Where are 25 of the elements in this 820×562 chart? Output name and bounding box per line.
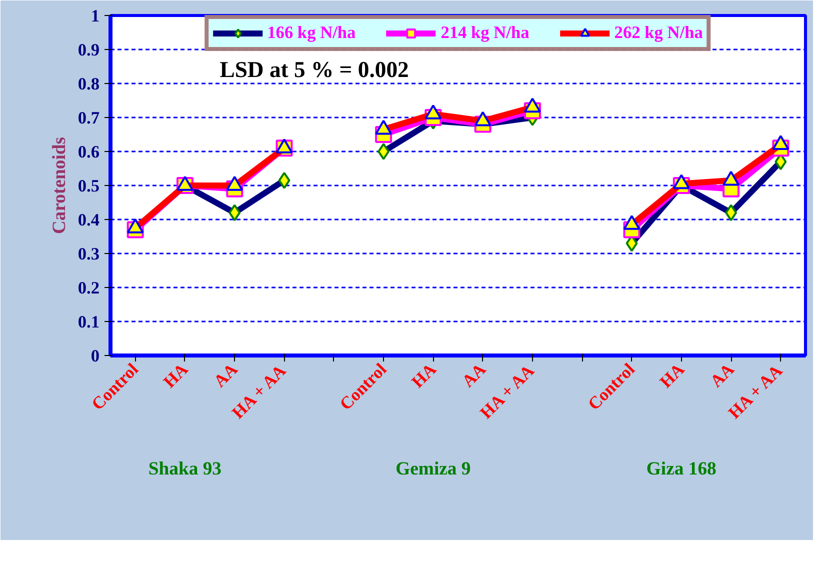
y-tick-label: 0.3: [78, 244, 100, 264]
y-tick-label: 0.6: [78, 142, 100, 162]
y-tick-label: 0.8: [78, 74, 100, 94]
y-tick-label: 0.7: [78, 108, 100, 128]
y-tick-label: 1: [90, 6, 100, 26]
x-tick-label: HA: [408, 359, 440, 392]
y-axis-title: Carotenoids: [48, 136, 70, 234]
annotation: LSD at 5 % = 0.002: [220, 56, 409, 82]
y-tick-label: 0.4: [78, 210, 100, 230]
x-tick-label: AA: [706, 359, 738, 391]
y-tick-label: 0.1: [78, 312, 100, 332]
x-tick-label: HA: [160, 359, 192, 392]
y-tick-label: 0.9: [78, 40, 100, 60]
text: Gemiza 9: [396, 458, 471, 480]
x-tick-label: AA: [458, 359, 490, 391]
y-tick-label: 0.5: [78, 176, 100, 196]
legend-label: 166 kg N/ha: [267, 23, 356, 43]
legend-label: 214 kg N/ha: [440, 23, 530, 43]
y-tick-label: 0.2: [78, 278, 100, 298]
x-tick-label: HA: [656, 359, 688, 392]
y-tick-label: 0: [90, 346, 100, 366]
text: Giza 168: [646, 458, 716, 480]
legend-label: 262 kg N/ha: [614, 23, 703, 43]
text: Shaka 93: [148, 458, 222, 480]
x-tick-label: AA: [210, 359, 242, 391]
